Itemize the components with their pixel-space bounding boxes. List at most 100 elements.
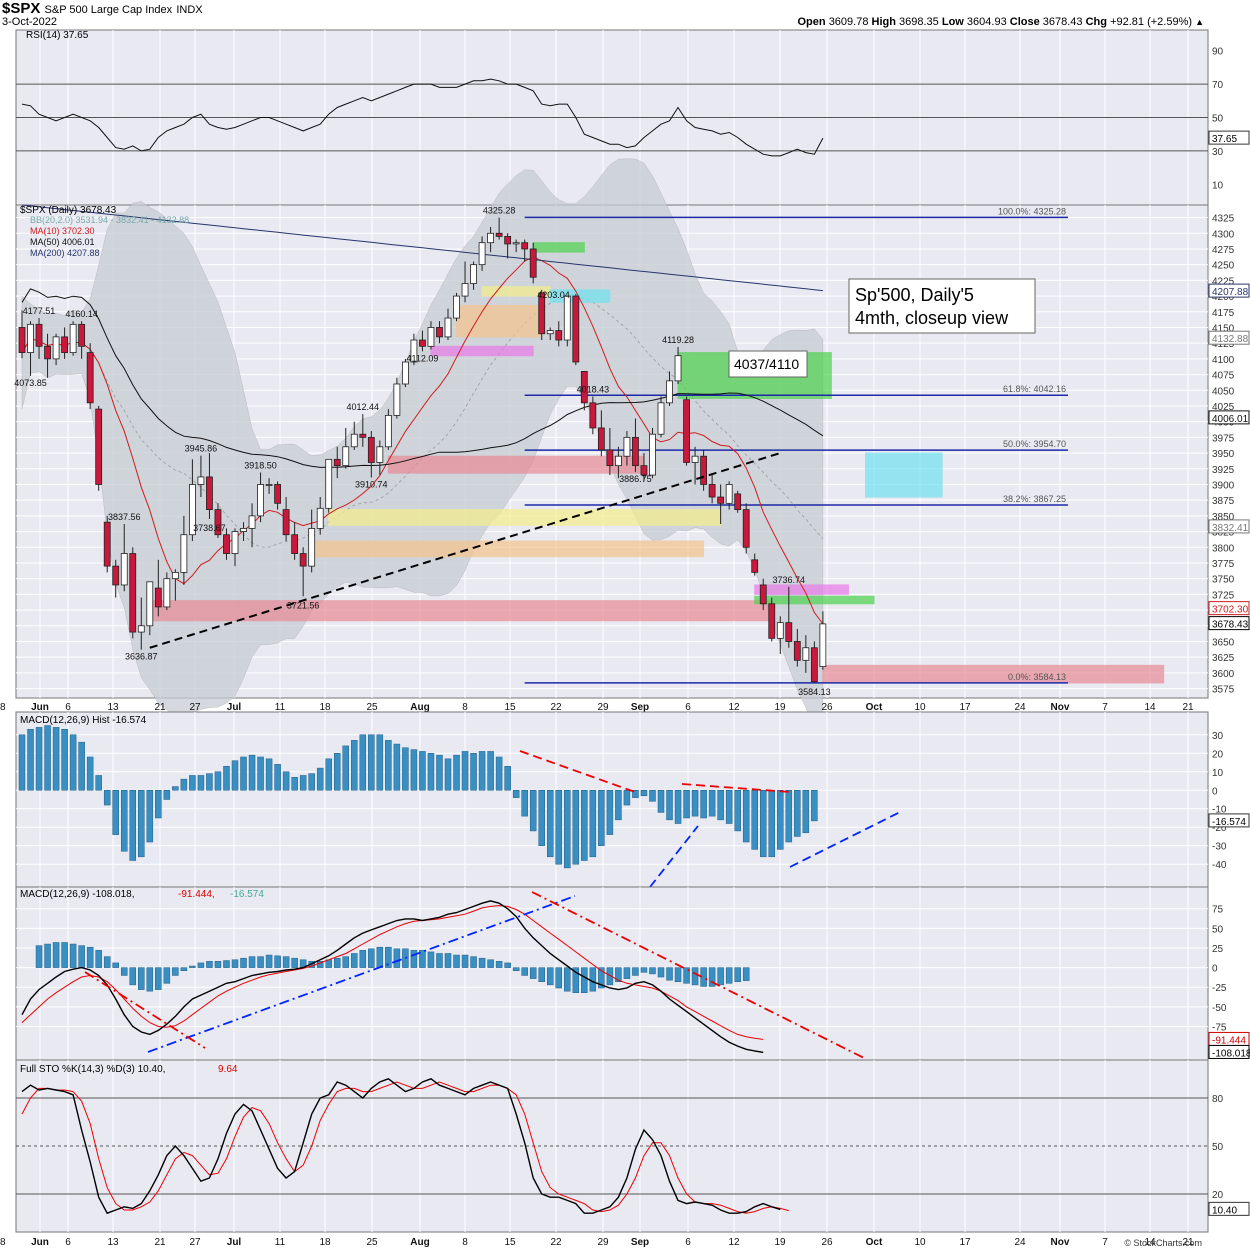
macd-hist-bar xyxy=(444,758,452,791)
candle-down xyxy=(61,336,68,353)
macd-hist-bar xyxy=(521,790,528,817)
zone-cyan-target xyxy=(864,452,943,498)
macd-hist-bar xyxy=(802,790,810,834)
macd-down-trendline-1 xyxy=(84,971,206,1049)
macd-hist-bar xyxy=(546,790,554,858)
x-axis-label: 28 xyxy=(0,702,6,713)
macd-hist-bar xyxy=(129,790,137,861)
macd-hist-tick-label: -10 xyxy=(1212,805,1227,816)
x-axis-label-bottom: 28 xyxy=(0,1237,6,1248)
macd-panel-hist-bar xyxy=(691,967,699,986)
candle-down xyxy=(103,521,111,567)
macd-hist-bar xyxy=(52,727,60,791)
macd-panel-hist-bar xyxy=(572,967,580,993)
candle-down xyxy=(538,292,546,335)
fib-label-1: 61.8%: 4042.16 xyxy=(1003,384,1066,394)
macd-panel-hist-bar xyxy=(146,967,154,992)
x-axis-label: 8 xyxy=(462,702,468,713)
price-label: 3945.86 xyxy=(185,444,218,454)
up-arrow-icon: ▲ xyxy=(1195,17,1204,27)
candle-down xyxy=(529,248,537,278)
title-box xyxy=(848,278,1036,334)
x-axis-label: 22 xyxy=(550,702,562,713)
candle-down xyxy=(291,534,299,554)
macd-hist-bar xyxy=(777,790,784,850)
macd-hist-bar xyxy=(512,790,520,798)
macd-hist-bar xyxy=(487,751,494,791)
candle-up xyxy=(487,232,495,244)
x-axis-label: 25 xyxy=(366,702,378,713)
price-label: 4119.28 xyxy=(662,335,694,345)
candle-up xyxy=(197,476,205,485)
macd-hist-tick-label: -30 xyxy=(1212,842,1227,853)
candle-up xyxy=(691,455,699,463)
candle-up xyxy=(146,581,154,627)
candle-down xyxy=(504,236,512,245)
macd-hist-bar xyxy=(342,745,350,791)
macd-panel-hist-bar xyxy=(163,967,171,984)
price-value-tag: 3702.30 xyxy=(1212,605,1249,616)
price-label: 3918.50 xyxy=(244,461,277,471)
candle-up xyxy=(171,571,179,580)
macd-hist-bar xyxy=(581,790,588,861)
macd-panel-hist-bar xyxy=(734,967,741,982)
macd-panel-hist-bar xyxy=(674,967,682,982)
candle-down xyxy=(606,449,614,467)
macd-panel-hist-bar xyxy=(231,959,239,968)
macd-hist-bar xyxy=(555,790,563,865)
candle-up xyxy=(188,484,196,536)
candle-down xyxy=(274,484,282,504)
macd-panel-hist-bar xyxy=(248,956,256,968)
rsi-tick-label: 50 xyxy=(1212,114,1224,125)
macd-panel-hist-bar xyxy=(419,950,426,968)
candle-up xyxy=(478,242,486,266)
zone-magenta-upper xyxy=(430,345,534,357)
macd-tick-label: 0 xyxy=(1212,964,1218,975)
macd-panel-hist-bar xyxy=(529,967,537,979)
macd-hist-bar xyxy=(172,786,179,791)
macd-hist-bar xyxy=(112,790,119,835)
rsi-last-value: 37.65 xyxy=(1212,134,1237,145)
macd-hist-bar xyxy=(385,740,392,791)
macd-hist-bar xyxy=(291,777,298,791)
candle-up xyxy=(776,622,784,639)
x-axis-label: 26 xyxy=(821,702,833,713)
macd-hist-tick-label: 10 xyxy=(1212,768,1224,779)
x-axis-label-bottom: Aug xyxy=(410,1237,429,1248)
x-axis-label: Jul xyxy=(227,702,242,713)
candle-down xyxy=(742,509,750,548)
macd-hist-bar xyxy=(700,790,707,819)
macd-hist-bar xyxy=(231,760,239,791)
price-value-tag: 3678.43 xyxy=(1212,620,1249,631)
macd-hist-bar xyxy=(359,734,367,791)
price-tick-label: 4300 xyxy=(1212,229,1235,240)
macd-hist-bar xyxy=(419,751,426,791)
macd-panel-hist-bar xyxy=(265,954,273,968)
zone-red-bottom xyxy=(822,664,1165,684)
macd-hist-bar xyxy=(674,790,682,824)
macd-hist-bar xyxy=(529,790,537,832)
candle-up xyxy=(546,330,554,335)
zone-label-box xyxy=(728,350,808,378)
price-tick-label: 4325 xyxy=(1212,214,1235,225)
macd-hist-bar xyxy=(410,749,418,791)
macd-panel-hist-bar xyxy=(717,967,724,986)
macd-panel-hist-bar xyxy=(742,967,750,981)
price-tick-label: 4025 xyxy=(1212,402,1235,413)
macd-panel-hist-bar xyxy=(120,967,128,976)
candle-up xyxy=(376,446,384,463)
price-value-tag: 4207.88 xyxy=(1212,287,1249,298)
candle-down xyxy=(436,327,443,338)
macd-hist-bar xyxy=(649,790,656,802)
price-tick-label: 3975 xyxy=(1212,433,1235,444)
candle-up xyxy=(615,455,622,467)
macd-tick-label: -75 xyxy=(1212,1023,1227,1034)
macd-hist-bar xyxy=(453,754,460,791)
candle-up xyxy=(674,355,682,382)
price-label: 3910.74 xyxy=(355,480,388,490)
macd-hist-bar xyxy=(811,790,818,822)
macd-hist-bar xyxy=(598,790,605,846)
price-label: 3584.13 xyxy=(798,687,831,697)
macd-panel-hist-bar xyxy=(376,946,384,968)
macd-hist-bar xyxy=(265,758,273,791)
